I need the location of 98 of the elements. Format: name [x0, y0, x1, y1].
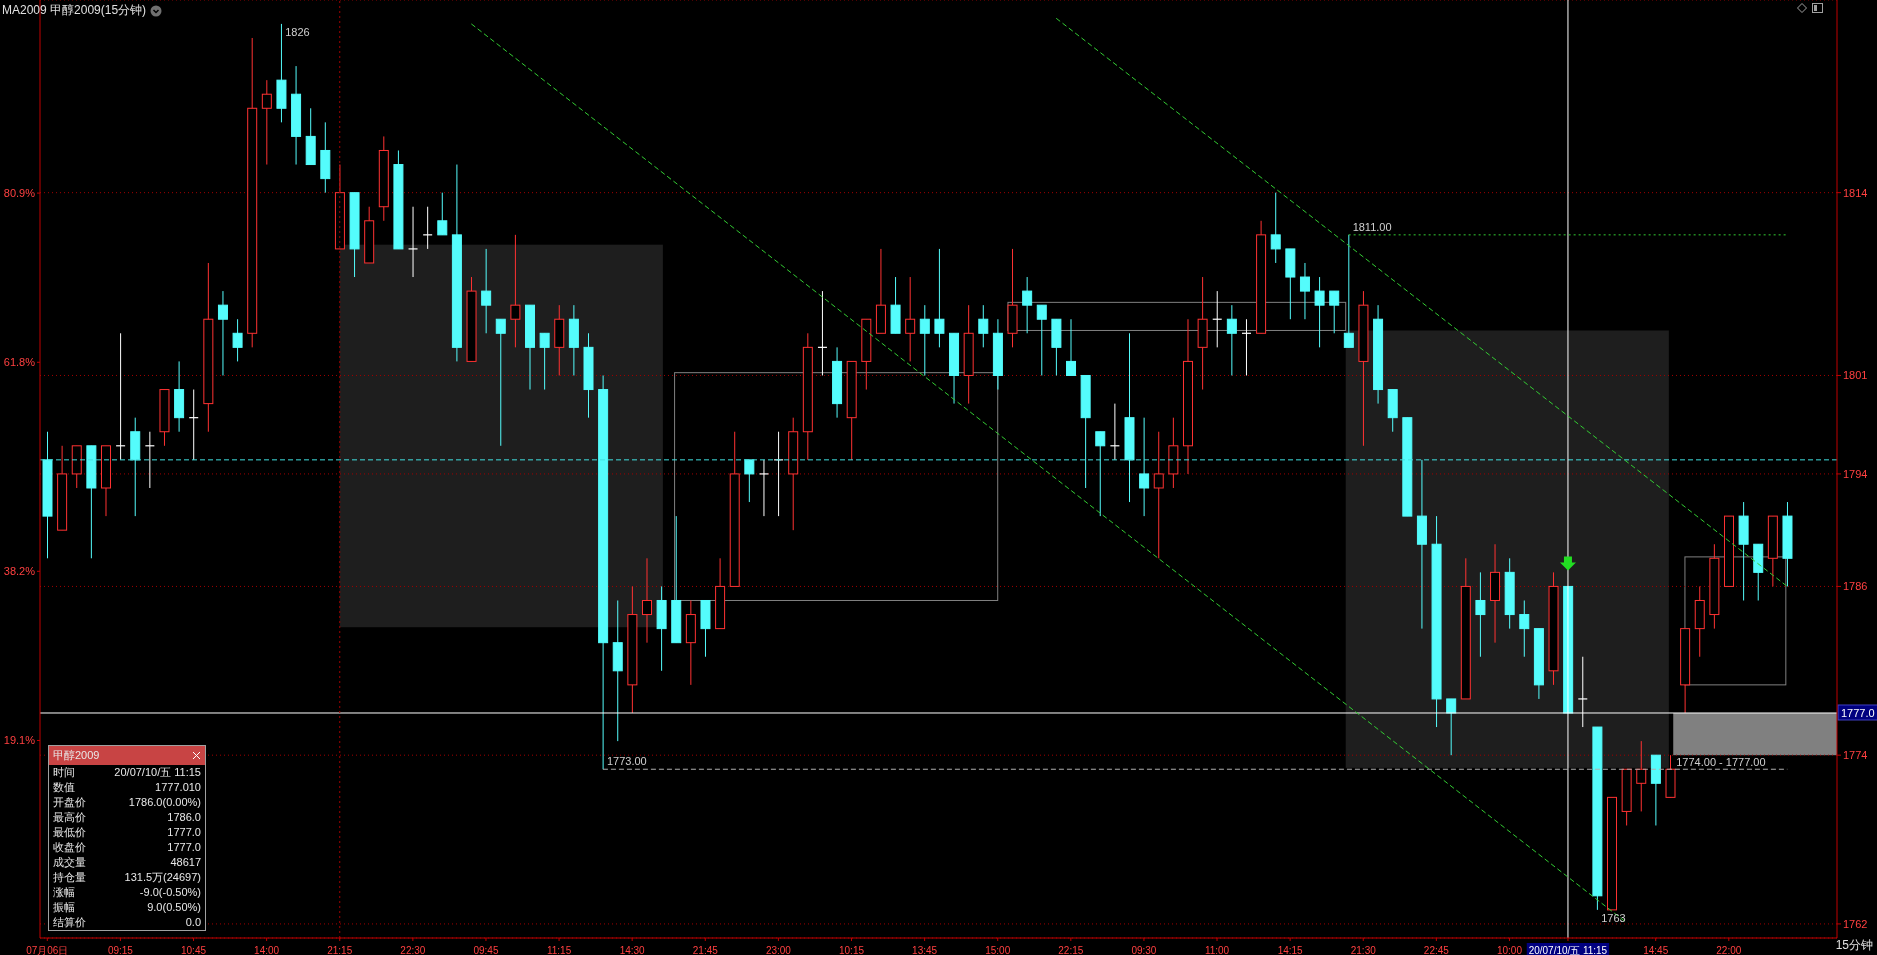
annotation: 131.5万(24697) — [124, 870, 201, 885]
annotation: 1777.010 — [155, 780, 201, 795]
annotation: 1786.0 — [167, 810, 201, 825]
candlestick — [1475, 571, 1486, 658]
candlestick — [1022, 276, 1033, 334]
x-tick-label: 14:00 — [254, 945, 280, 955]
x-tick-label: 07月06日 — [26, 945, 69, 955]
candlestick — [437, 192, 448, 236]
candlestick — [905, 276, 916, 362]
candlestick — [232, 318, 243, 362]
x-tick-label: 10:15 — [838, 945, 865, 955]
annotation: 1763 — [1601, 911, 1626, 924]
x-tick-label: 23:00 — [765, 945, 792, 955]
x-tick-label: 14:45 — [1643, 945, 1669, 955]
candlestick — [1139, 417, 1150, 517]
x-tick-label: 21:45 — [692, 945, 719, 955]
x-tick-label: 11:15 — [546, 945, 572, 955]
candlestick — [934, 248, 945, 348]
annotation: 1774.00 - 1777.00 — [1676, 756, 1766, 769]
candlestick — [422, 206, 433, 250]
x-tick-label: 09:15 — [107, 945, 134, 955]
candlestick — [744, 459, 755, 503]
candlestick — [1095, 431, 1106, 517]
y2-tick-label: 80.9% — [3, 187, 36, 199]
x-tick-label: 21:15 — [327, 945, 353, 955]
annotation: 1786.0(0.00%) — [128, 795, 201, 810]
candlestick — [261, 79, 272, 166]
series-label: 1811.00 — [1352, 220, 1392, 233]
annotation: 0.0 — [185, 915, 201, 930]
candlestick — [978, 304, 989, 348]
y2-tick-label: 19.1% — [3, 734, 36, 747]
ref-line-label: 1777.0 — [1841, 706, 1875, 719]
annotation: 时间 — [53, 765, 75, 780]
annotation: 成交量 — [53, 855, 86, 870]
y-tick-label: 1794 — [1843, 467, 1868, 480]
x-tick-label: 10:45 — [181, 945, 207, 955]
candlestick — [1066, 318, 1077, 376]
candlestick — [1299, 262, 1310, 320]
candlestick — [1343, 234, 1354, 348]
annotation: -9.0(-0.50%) — [139, 885, 201, 900]
annotation: 结算价 — [53, 915, 86, 930]
candlestick — [1329, 290, 1340, 334]
candlestick — [1036, 304, 1047, 376]
annotation: 振幅 — [53, 900, 75, 915]
series-label: 1773.00 — [606, 755, 647, 768]
candlestick — [1270, 192, 1281, 264]
x-tick-label: 20/07/10/五 11:15 — [1528, 945, 1608, 955]
y2-tick-label: 61.8% — [3, 356, 36, 369]
x-tick-label: 10:00 — [1496, 945, 1523, 955]
x-tick-label: 22:45 — [1423, 945, 1450, 955]
candlestick — [758, 459, 770, 517]
x-tick-label: 09:45 — [473, 945, 499, 955]
annotation: 1777.0 — [167, 840, 201, 855]
candlestick — [1226, 304, 1237, 376]
x-tick-label: 09:30 — [1131, 945, 1157, 955]
x-tick-label: 14:30 — [619, 945, 646, 955]
y-tick-label: 1786 — [1843, 580, 1868, 593]
candlestick — [1636, 740, 1647, 812]
x-tick-label: 11:00 — [1204, 945, 1230, 955]
x-tick-label: 21:30 — [1350, 945, 1377, 955]
annotation: 20/07/10/五 11:15 — [114, 765, 201, 780]
annotation: 开盘价 — [53, 795, 86, 810]
x-tick-label: 22:00 — [1716, 945, 1742, 955]
x-tick-label: 15:00 — [985, 945, 1011, 955]
annotation: 涨幅 — [53, 885, 75, 900]
annotation: 9.0(0.50%) — [147, 900, 201, 915]
candlestick — [1314, 276, 1325, 348]
candlestick — [919, 304, 930, 376]
annotation: 数值 — [53, 780, 75, 795]
x-tick-label: 14:15 — [1277, 945, 1304, 955]
y2-tick-label: 38.2% — [3, 565, 36, 578]
candlestick — [1446, 698, 1457, 756]
candlestick — [1519, 599, 1530, 658]
annotation: 持仓量 — [53, 870, 86, 885]
candlestick — [217, 290, 228, 376]
candlestick — [481, 248, 492, 334]
y-tick-label: 1774 — [1843, 749, 1868, 762]
candlestick — [510, 234, 521, 348]
text: 15分钟 — [1835, 937, 1873, 954]
annotation: 最高价 — [53, 810, 86, 825]
y-tick-label: 1762 — [1843, 917, 1868, 930]
annotation: 48617 — [170, 855, 201, 870]
candlestick — [641, 557, 652, 644]
annotation: 1777.0 — [167, 825, 201, 840]
x-tick-label: 22:30 — [400, 945, 426, 955]
annotation: 甲醇2009 — [53, 748, 100, 763]
annotation: 收盘价 — [53, 840, 86, 855]
chart-title: MA2009 甲醇2009(15分钟) — [2, 2, 147, 19]
y-tick-label: 1814 — [1843, 186, 1868, 199]
x-tick-label: 22:15 — [1058, 945, 1084, 955]
candlestick — [407, 206, 419, 278]
candlestick — [495, 318, 506, 447]
annotation: 最低价 — [53, 825, 86, 840]
candlestick — [539, 332, 550, 391]
x-tick-label: 13:45 — [912, 945, 938, 955]
annotation: 1826 — [285, 25, 310, 38]
candlestick — [1153, 431, 1164, 559]
y-tick-label: 1801 — [1843, 369, 1868, 382]
